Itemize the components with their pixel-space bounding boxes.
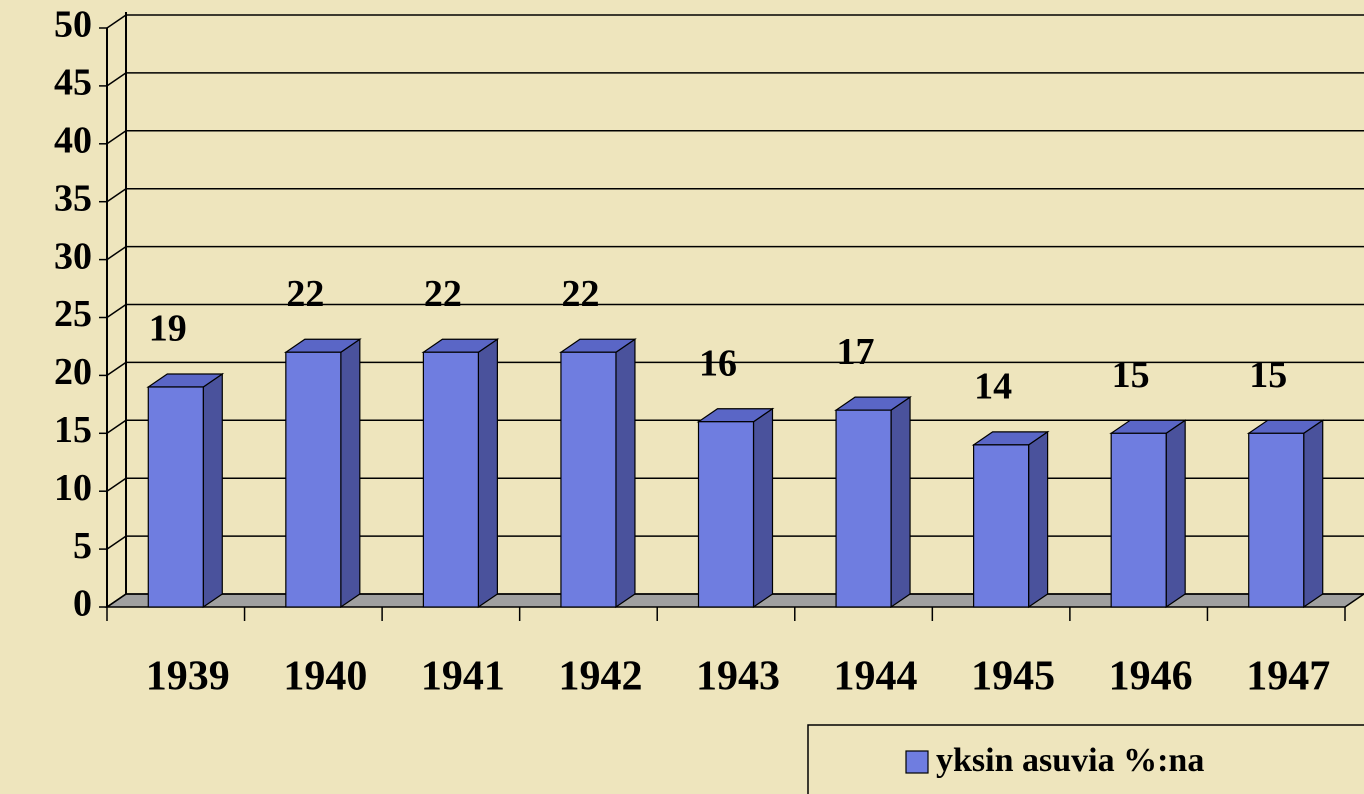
bar	[697, 421, 755, 608]
bar-side	[890, 396, 911, 609]
bar	[835, 409, 892, 608]
y-tick-label: 20	[54, 351, 92, 393]
bar-side	[1165, 419, 1186, 609]
y-tick-label: 35	[54, 177, 92, 219]
y-tick-label: 25	[54, 293, 92, 335]
y-tick-diag	[106, 477, 127, 492]
bar-side	[1028, 430, 1049, 609]
y-tick-label: 30	[54, 235, 92, 277]
bar	[1110, 432, 1167, 608]
value-label: 14	[974, 366, 1012, 408]
value-label: 22	[561, 273, 599, 315]
bar	[422, 351, 479, 608]
y-tick-label: 45	[54, 62, 92, 104]
x-tick-label: 1945	[971, 654, 1055, 700]
x-tick-label: 1941	[421, 654, 505, 700]
y-tick-diag	[106, 361, 127, 377]
legend-swatch	[905, 750, 929, 774]
legend-label: yksin asuvia %:na	[936, 742, 1204, 779]
bar-side	[202, 372, 223, 609]
y-tick-label: 15	[54, 409, 92, 451]
y-tick-diag	[106, 303, 127, 319]
x-tick-label: 1947	[1246, 654, 1330, 700]
x-tick-label: 1946	[1109, 654, 1193, 700]
value-label: 22	[286, 273, 324, 315]
x-tick-label: 1944	[834, 654, 918, 700]
y-tick-label: 40	[54, 120, 92, 162]
bar	[973, 444, 1030, 608]
bar-side	[752, 407, 774, 609]
bar-side	[1303, 419, 1324, 609]
y-tick-diag	[106, 535, 127, 550]
y-tick-label: 5	[73, 525, 92, 567]
y-tick-diag	[106, 245, 127, 261]
x-tick-label: 1943	[696, 654, 780, 700]
bar	[285, 351, 342, 608]
y-tick-diag	[106, 188, 127, 203]
y-tick-label: 10	[54, 467, 92, 509]
bar	[147, 386, 204, 608]
value-label: 19	[149, 308, 187, 350]
value-label: 16	[699, 342, 737, 384]
x-tick-label: 1939	[146, 654, 230, 700]
bar	[1248, 432, 1305, 608]
y-tick-diag	[106, 419, 127, 434]
y-tick-diag	[106, 130, 127, 145]
bar-side	[615, 338, 636, 609]
y-tick-diag	[106, 593, 127, 608]
y-tick-label: 0	[73, 583, 92, 625]
x-tick-label: 1940	[283, 654, 367, 700]
bar	[560, 351, 617, 608]
y-tick-label: 50	[54, 4, 92, 46]
y-tick-diag	[106, 14, 127, 29]
value-label: 15	[1112, 354, 1150, 396]
y-tick-diag	[106, 72, 127, 87]
x-tick-label: 1942	[558, 654, 642, 700]
legend-box	[807, 724, 1364, 794]
value-label: 17	[837, 331, 875, 373]
value-label: 15	[1249, 354, 1287, 396]
bar-side	[340, 338, 361, 609]
bar-side	[477, 338, 498, 609]
value-label: 22	[424, 273, 462, 315]
